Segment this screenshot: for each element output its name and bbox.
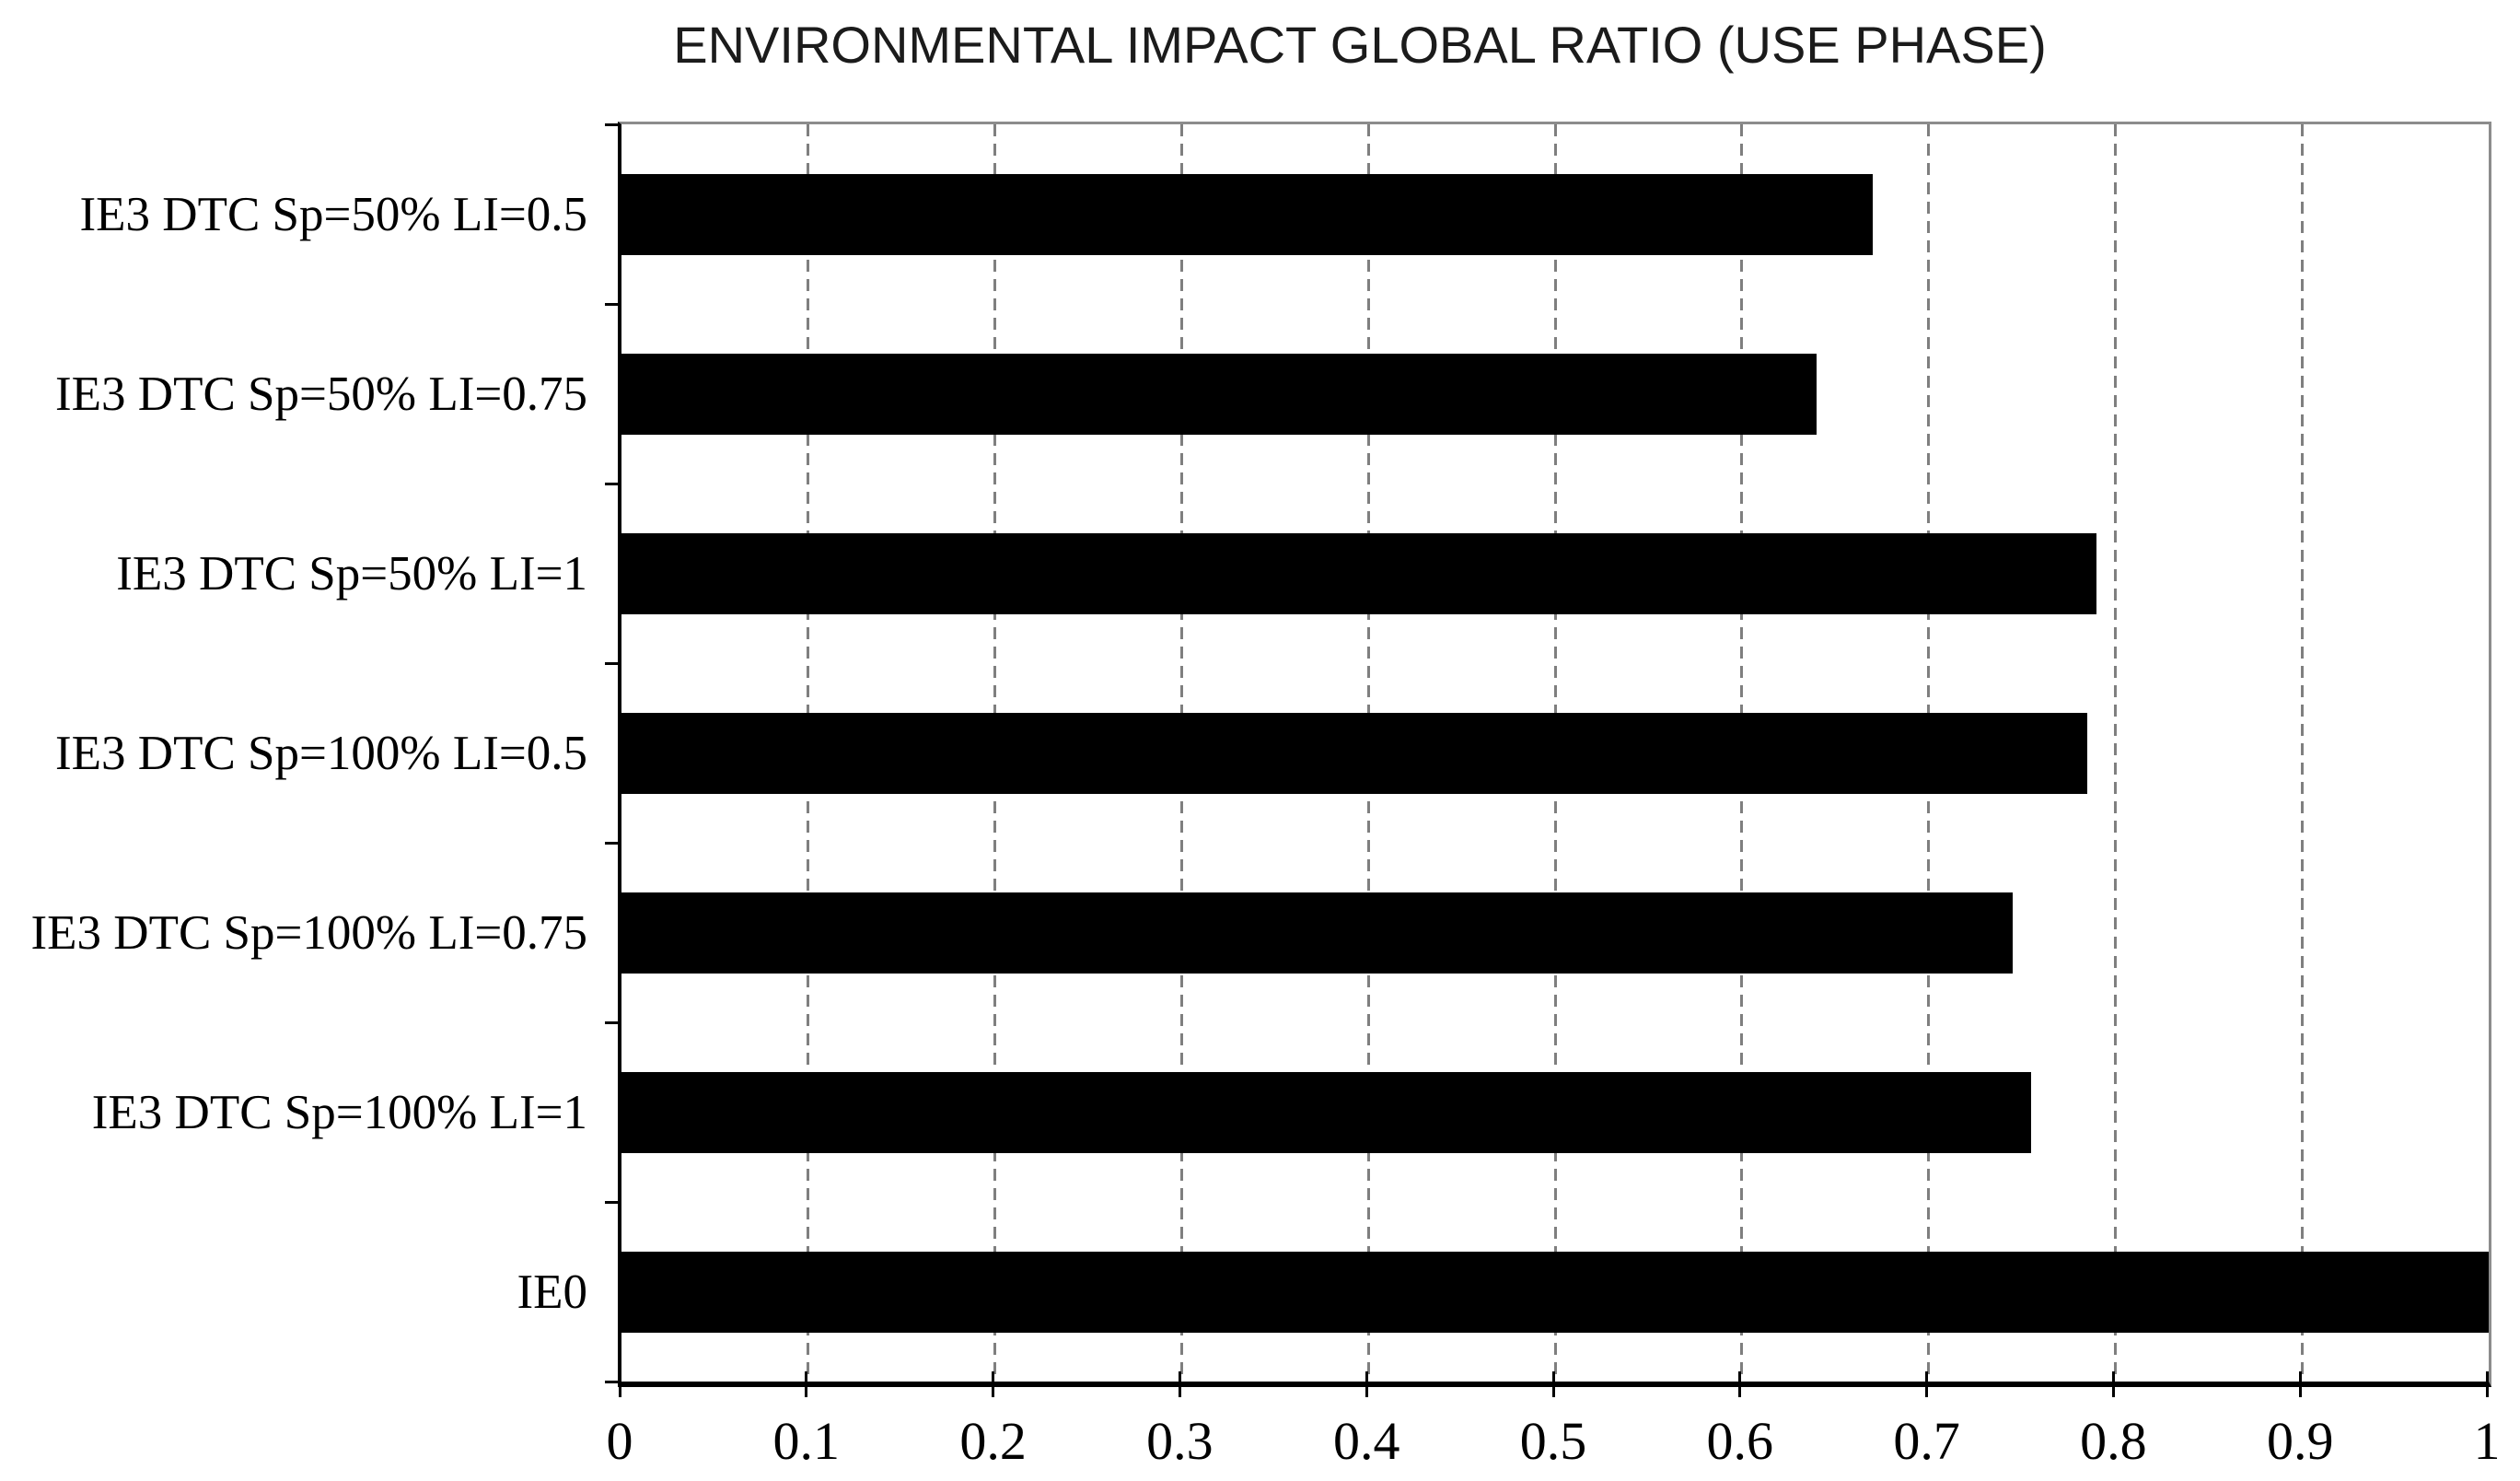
- plot-area: [618, 122, 2491, 1387]
- bar: [621, 532, 2097, 614]
- category-label: IE3 DTC Sp=100% LI=1: [91, 1085, 587, 1139]
- x-axis-tick: [1365, 1371, 1368, 1397]
- bar: [621, 173, 1873, 255]
- x-axis-tick: [2298, 1371, 2302, 1397]
- bar: [621, 353, 1817, 435]
- x-axis-tick: [618, 1371, 621, 1397]
- chart-title: ENVIRONMENTAL IMPACT GLOBAL RATIO (USE P…: [673, 16, 2047, 74]
- y-axis-tick: [605, 302, 620, 306]
- category-label: IE3 DTC Sp=100% LI=0.75: [30, 905, 587, 960]
- x-tick-label: 0.5: [1519, 1411, 1587, 1471]
- category-label: IE3 DTC Sp=50% LI=0.75: [55, 367, 587, 421]
- y-axis-tick: [605, 122, 620, 126]
- x-axis-tick: [805, 1371, 808, 1397]
- y-axis-tick: [605, 841, 620, 845]
- y-axis-tick: [605, 1200, 620, 1204]
- x-tick-label: 0.4: [1332, 1411, 1400, 1471]
- x-tick-label: 0.9: [2266, 1411, 2334, 1471]
- x-tick-label: 0.8: [2080, 1411, 2147, 1471]
- x-axis-tick: [1738, 1371, 1742, 1397]
- x-axis-tick: [992, 1371, 995, 1397]
- bar: [621, 892, 2013, 974]
- x-tick-label: 0.3: [1146, 1411, 1214, 1471]
- x-tick-label: 1: [2473, 1411, 2501, 1471]
- x-axis-tick: [1178, 1371, 1181, 1397]
- category-label: IE3 DTC Sp=50% LI=1: [116, 546, 587, 601]
- y-axis-tick: [605, 1020, 620, 1024]
- x-axis-tick: [2111, 1371, 2115, 1397]
- gridline: [2300, 124, 2304, 1382]
- y-axis-tick: [605, 482, 620, 485]
- x-axis-tick: [1551, 1371, 1555, 1397]
- x-axis-tick: [1925, 1371, 1929, 1397]
- y-axis-tick: [605, 661, 620, 665]
- bar: [621, 1251, 2489, 1333]
- x-tick-label: 0.1: [772, 1411, 841, 1471]
- gridline: [2113, 124, 2117, 1382]
- bar: [621, 712, 2087, 794]
- x-tick-label: 0.7: [1893, 1411, 1960, 1471]
- bar: [621, 1071, 2032, 1153]
- category-label: IE0: [517, 1265, 587, 1319]
- x-tick-label: 0: [606, 1411, 633, 1471]
- x-tick-label: 0.6: [1706, 1411, 1774, 1471]
- x-axis-tick: [2485, 1371, 2489, 1397]
- category-label: IE3 DTC Sp=100% LI=0.5: [55, 726, 587, 780]
- y-axis-tick: [605, 1380, 620, 1383]
- x-tick-label: 0.2: [959, 1411, 1027, 1471]
- category-label: IE3 DTC Sp=50% LI=0.5: [79, 187, 587, 241]
